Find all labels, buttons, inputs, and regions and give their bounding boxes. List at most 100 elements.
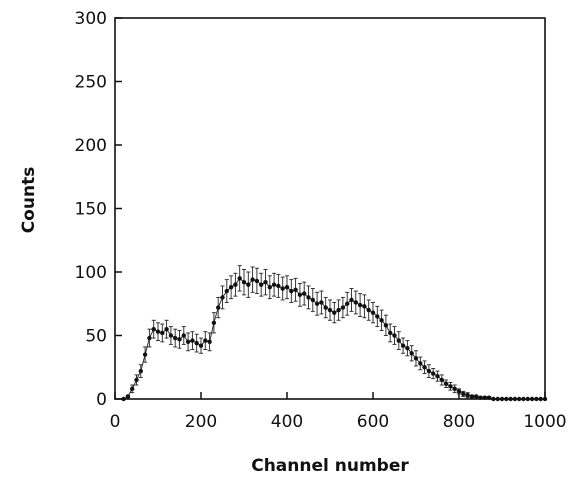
data-point [388, 330, 393, 336]
data-point [375, 314, 380, 319]
data-point [237, 276, 242, 281]
data-point [284, 285, 290, 290]
data-point [216, 305, 221, 310]
data-point [517, 396, 522, 402]
data-point [254, 278, 260, 284]
y-tick-label: 0 [96, 390, 107, 410]
data-point [452, 386, 457, 392]
data-point [280, 286, 285, 291]
data-point [474, 394, 479, 399]
data-point [138, 368, 143, 374]
data-point [250, 277, 255, 282]
data-point [370, 310, 376, 315]
series-line [123, 277, 545, 400]
data-point [130, 386, 135, 392]
data-point [508, 396, 513, 402]
data-point [409, 351, 414, 356]
data-point [491, 396, 496, 402]
data-point [327, 307, 333, 313]
data-point [353, 300, 358, 305]
data-point [349, 297, 354, 303]
data-point [469, 394, 475, 399]
data-point [224, 288, 229, 294]
x-axis-title: Channel number [251, 456, 409, 476]
axis-ticks: 0 200 400 600 800 1000 0 50 100 150 200 250 300 [75, 9, 567, 432]
data-point [160, 330, 165, 336]
data-point [383, 323, 389, 328]
data-point [185, 339, 191, 345]
x-tick-label: 200 [185, 412, 217, 432]
data-point [134, 377, 139, 383]
data-point [190, 338, 195, 343]
data-point [478, 395, 483, 400]
data-point [297, 292, 303, 298]
data-point [431, 371, 436, 376]
y-tick-label: 300 [75, 9, 107, 29]
data-point [233, 282, 238, 287]
data-point [181, 333, 186, 338]
y-tick-label: 50 [85, 327, 107, 347]
y-tick-label: 200 [75, 136, 107, 156]
data-point [310, 297, 315, 303]
data-point [246, 282, 251, 287]
data-point [345, 301, 350, 306]
data-point [121, 396, 126, 402]
x-tick-label: 800 [443, 412, 475, 432]
data-point [379, 318, 384, 323]
data-point [439, 377, 444, 383]
data-point [323, 305, 328, 310]
data-point [504, 396, 509, 402]
data-point [142, 352, 148, 357]
data-point [435, 373, 440, 379]
y-axis-title: Counts [19, 167, 39, 234]
data-point [302, 291, 307, 296]
data-point [259, 282, 264, 287]
data-point [336, 307, 341, 313]
data-point [177, 337, 182, 342]
data-point [392, 333, 397, 338]
data-point [426, 368, 432, 374]
y-tick-label: 100 [75, 263, 107, 283]
data-point [340, 305, 346, 310]
data-point [443, 381, 449, 386]
data-point [147, 335, 152, 341]
data-point [155, 329, 161, 334]
data-point [362, 304, 367, 309]
y-tick-label: 150 [75, 200, 107, 220]
data-point [400, 343, 406, 348]
data-point [413, 356, 419, 361]
data-point [482, 395, 487, 400]
data-point [495, 396, 500, 402]
data-point [512, 396, 518, 402]
data-point [529, 396, 535, 402]
data-point [538, 396, 543, 402]
y-tick-label: 250 [75, 73, 107, 93]
data-point [448, 384, 453, 389]
data-series [121, 265, 548, 402]
data-point [405, 346, 410, 351]
data-point [194, 340, 199, 346]
data-point [289, 288, 294, 294]
data-point [366, 307, 371, 313]
data-point [151, 326, 156, 332]
data-point [228, 285, 234, 290]
x-tick-label: 1000 [523, 412, 566, 432]
data-point [456, 389, 462, 394]
data-point [198, 343, 204, 348]
data-point [267, 285, 272, 290]
data-point [173, 335, 178, 341]
data-point [314, 301, 320, 306]
x-tick-label: 400 [271, 412, 303, 432]
data-point [422, 365, 427, 370]
data-point [534, 396, 539, 402]
data-point [499, 396, 505, 402]
data-point [220, 295, 225, 300]
data-point [461, 391, 466, 397]
data-point [276, 283, 281, 289]
data-point [542, 396, 548, 402]
data-point [293, 287, 298, 292]
data-point [168, 333, 174, 338]
data-point [164, 326, 169, 332]
